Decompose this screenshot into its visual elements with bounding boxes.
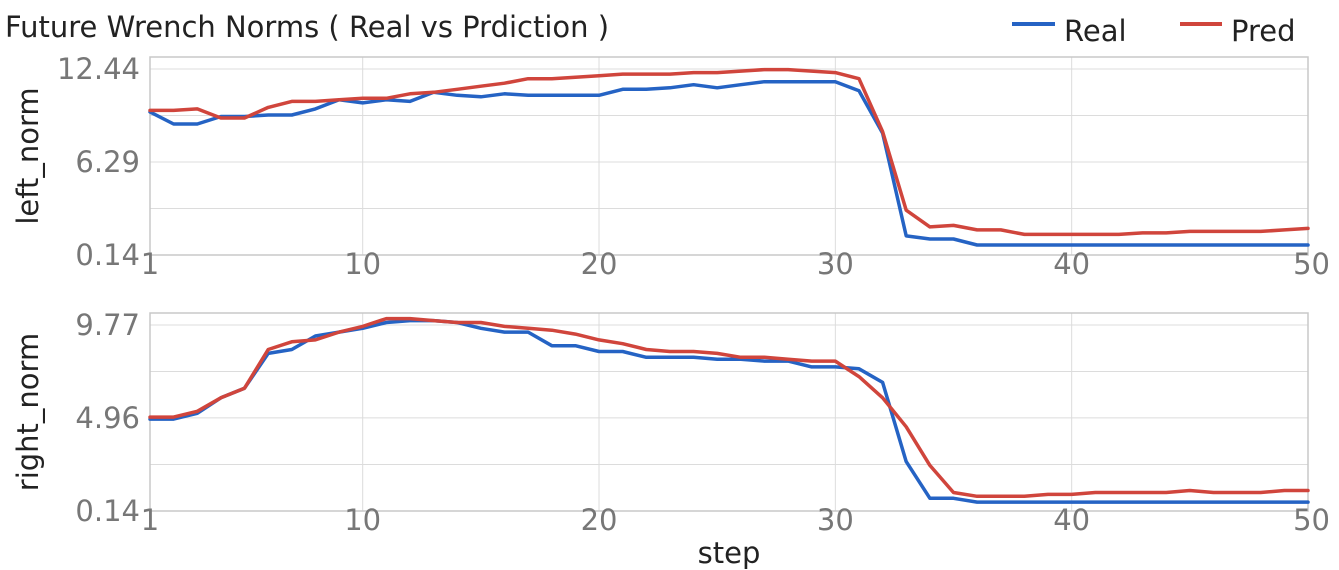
x-tick-label: 50 <box>1293 503 1330 537</box>
x-tick-label: 1 <box>141 247 159 281</box>
x-tick-label: 50 <box>1293 247 1330 281</box>
plot-frame <box>149 312 1309 512</box>
y-axis-label: left_norm <box>11 87 45 224</box>
x-tick-label: 20 <box>581 503 618 537</box>
x-tick-label: 40 <box>1053 503 1090 537</box>
series-line-pred <box>148 316 1310 499</box>
y-tick-label: 12.44 <box>57 52 140 86</box>
x-tick-label: 10 <box>344 247 381 281</box>
y-tick-label: 9.77 <box>75 308 140 342</box>
x-tick-label: 30 <box>817 247 854 281</box>
chart-title: Future Wrench Norms ( Real vs Prdiction … <box>5 10 609 44</box>
x-tick-label: 1 <box>141 503 159 537</box>
x-axis-label: step <box>698 536 761 570</box>
left-norm-panel: 0.14 6.29 12.44 1 10 20 30 40 50 left_norm <box>11 52 1330 281</box>
series-line-real <box>148 79 1310 247</box>
legend-label-pred: Pred <box>1231 14 1296 48</box>
y-axis-label: right_norm <box>11 333 45 491</box>
x-tick-label: 20 <box>581 247 618 281</box>
y-tick-label: 0.14 <box>75 494 140 528</box>
legend: Real Pred <box>1012 14 1296 48</box>
x-tick-label: 10 <box>344 503 381 537</box>
y-tick-label: 0.14 <box>75 238 140 272</box>
plot-frame <box>149 56 1309 256</box>
series-line-real <box>148 318 1310 504</box>
right-norm-panel: 0.14 4.96 9.77 1 10 20 30 40 50 right_norm <box>11 308 1330 537</box>
series-line-pred <box>148 67 1310 237</box>
y-tick-label: 6.29 <box>75 145 140 179</box>
x-tick-label: 30 <box>817 503 854 537</box>
y-tick-label: 4.96 <box>75 401 140 435</box>
legend-label-real: Real <box>1064 14 1127 48</box>
x-tick-label: 40 <box>1053 247 1090 281</box>
